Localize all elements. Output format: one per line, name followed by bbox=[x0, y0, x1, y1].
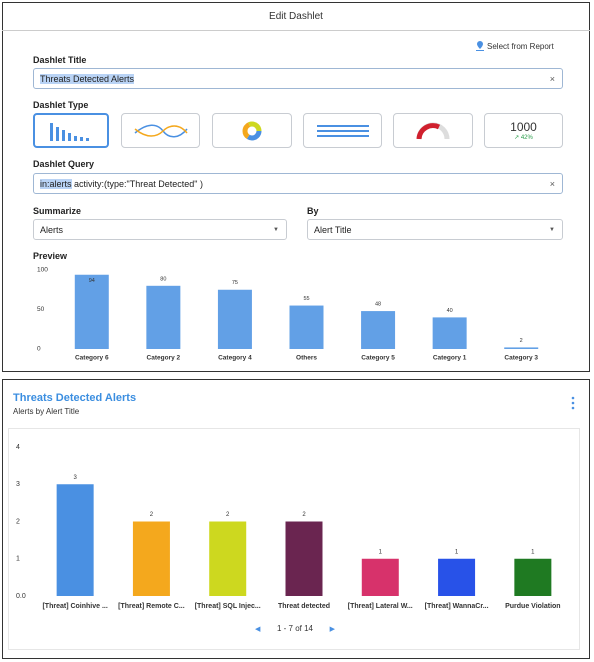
input-text: Threats Detected Alerts bbox=[40, 73, 135, 84]
line-icon bbox=[134, 124, 188, 137]
dropdown-arrow: ▼ bbox=[273, 226, 279, 233]
clear-icon[interactable]: × bbox=[549, 178, 555, 189]
label: Dashlet Type bbox=[33, 100, 89, 110]
summarize-select[interactable]: Alerts ▼ bbox=[33, 219, 287, 240]
dropdown-arrow: ▼ bbox=[549, 226, 555, 233]
gauge-icon bbox=[416, 122, 450, 139]
metric-value: 1000 bbox=[510, 120, 537, 134]
donut-icon bbox=[242, 121, 262, 140]
type-line[interactable] bbox=[121, 113, 200, 148]
menu-icon[interactable] bbox=[569, 396, 577, 410]
label: Dashlet Query bbox=[33, 159, 95, 169]
type-bar[interactable] bbox=[33, 113, 109, 148]
metric-change: ↗ 42% bbox=[514, 135, 533, 141]
prev-page[interactable]: ◀ bbox=[255, 625, 261, 633]
type-donut[interactable] bbox=[212, 113, 292, 148]
query-input[interactable]: in:alerts activity:(type:"Threat Detecte… bbox=[33, 173, 563, 194]
select-from-report[interactable]: Select from Report bbox=[476, 41, 554, 51]
dashlet-title: Threats Detected Alerts bbox=[13, 392, 137, 404]
label: Dashlet Title bbox=[33, 55, 87, 65]
dialog-title: Edit Dashlet bbox=[2, 2, 590, 31]
select-from-report-text: Select from Report bbox=[487, 41, 554, 51]
pagination: ◀ 1 - 7 of 14 ▶ bbox=[255, 624, 335, 633]
dashlet-card bbox=[2, 379, 590, 659]
table-icon bbox=[316, 124, 369, 137]
chart-area bbox=[8, 428, 580, 650]
clear-icon[interactable]: × bbox=[549, 73, 555, 84]
label: Preview bbox=[33, 251, 68, 261]
dashlet-subtitle: Alerts by Alert Title bbox=[13, 407, 80, 416]
type-metric[interactable]: 1000 ↗ 42% bbox=[484, 113, 563, 148]
pin-icon bbox=[476, 41, 484, 51]
by-select[interactable]: Alert Title ▼ bbox=[307, 219, 563, 240]
label: Summarize bbox=[33, 206, 82, 216]
next-page[interactable]: ▶ bbox=[329, 625, 335, 633]
select-value: Alert Title bbox=[314, 224, 352, 235]
select-value: Alerts bbox=[40, 224, 64, 235]
pagination-text: 1 - 7 of 14 bbox=[276, 624, 314, 633]
type-gauge[interactable] bbox=[393, 113, 473, 148]
label: By bbox=[307, 206, 319, 216]
title-input[interactable]: Threats Detected Alerts × bbox=[33, 68, 563, 89]
type-table[interactable] bbox=[303, 113, 382, 148]
query-text: activity:(type:"Threat Detected" ) bbox=[71, 178, 203, 189]
query-highlight: in:alerts bbox=[40, 178, 72, 189]
bar-icon bbox=[50, 122, 89, 141]
